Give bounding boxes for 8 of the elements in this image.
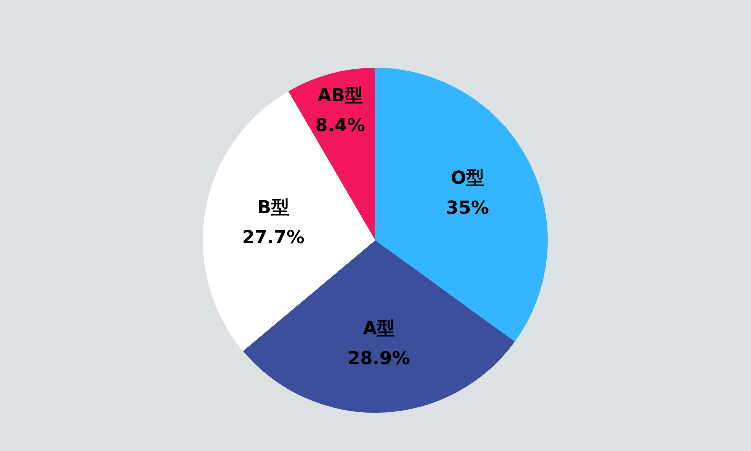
slice-label: AB型 <box>318 85 364 106</box>
slice-label: A型 <box>363 318 396 340</box>
data-label: 8.4% <box>315 115 366 136</box>
slice-label: B型 <box>258 197 290 218</box>
data-label: 28.9% <box>348 348 410 370</box>
data-label: 35% <box>446 198 490 220</box>
data-label: 27.7% <box>242 227 305 248</box>
slice-label: O型 <box>451 168 484 190</box>
